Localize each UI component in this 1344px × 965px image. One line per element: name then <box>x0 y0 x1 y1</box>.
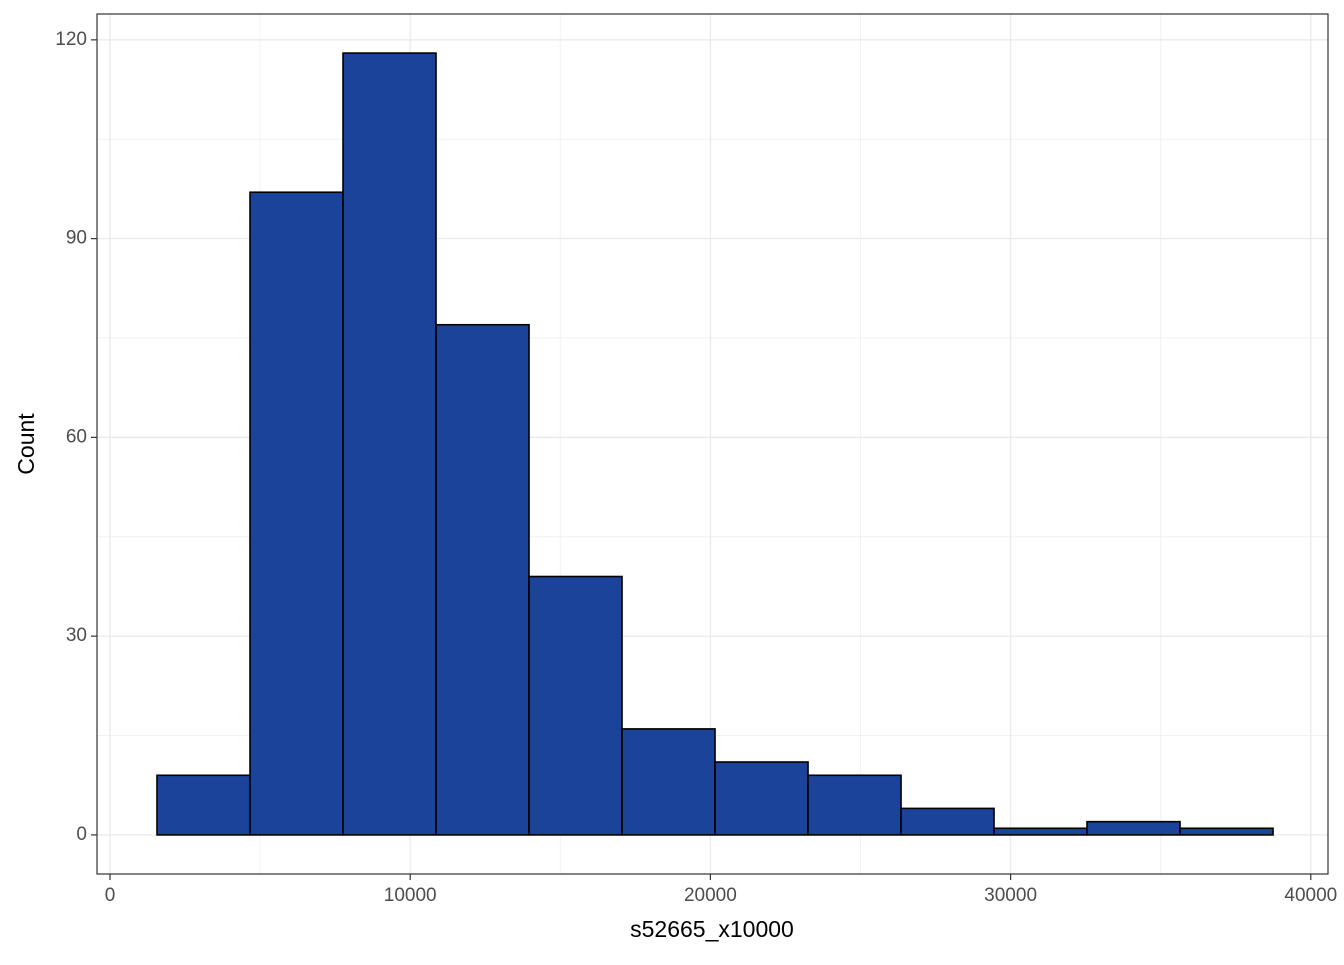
x-tick-label: 20000 <box>684 885 737 906</box>
y-axis-title: Count <box>13 413 39 475</box>
bar <box>714 761 809 836</box>
bar <box>807 774 902 836</box>
x-tick-label: 0 <box>105 885 116 906</box>
bar <box>1179 827 1274 836</box>
bar <box>528 575 623 836</box>
y-tick-label: 0 <box>76 824 87 845</box>
y-tick-label: 90 <box>66 228 87 249</box>
x-axis-title: s52665_x10000 <box>630 916 794 942</box>
y-tick-label: 120 <box>55 29 87 50</box>
bar <box>249 191 344 836</box>
x-tick-label: 10000 <box>384 885 437 906</box>
bar <box>342 52 437 836</box>
bar <box>993 827 1088 836</box>
x-tick-label: 30000 <box>984 885 1037 906</box>
bars <box>156 52 1274 836</box>
x-tick-label: 40000 <box>1284 885 1337 906</box>
y-tick-label: 30 <box>66 625 87 646</box>
bar <box>900 807 995 836</box>
bar <box>435 323 530 836</box>
bar <box>156 774 251 836</box>
bar <box>1086 820 1181 836</box>
panel-border <box>96 13 1329 875</box>
y-tick-label: 60 <box>66 426 87 447</box>
bar <box>621 728 716 836</box>
